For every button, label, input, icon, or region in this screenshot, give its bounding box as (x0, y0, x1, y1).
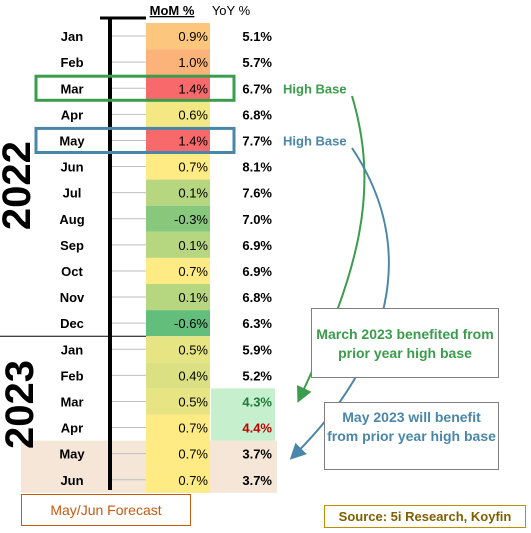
mom-value: 1.4% (178, 81, 208, 96)
source-note: Source: 5i Research, Koyfin (324, 505, 526, 528)
forecast-legend-label: May/Jun Forecast (50, 502, 162, 518)
yoy-header: YoY % (212, 3, 251, 18)
month-label: Jan (61, 29, 83, 44)
mom-cell (146, 231, 210, 258)
may-highlight-box (34, 126, 236, 154)
mom-cell (146, 153, 210, 180)
forecast-legend: May/Jun Forecast (21, 494, 191, 526)
yoy-value: 6.8% (242, 290, 272, 305)
month-label: Feb (60, 368, 83, 383)
yoy-value: 7.6% (242, 186, 272, 201)
mom-cell (146, 310, 210, 337)
mom-value: -0.3% (174, 212, 208, 227)
yoy-value: 6.9% (242, 238, 272, 253)
mom-value: 0.1% (178, 238, 208, 253)
month-label: Dec (60, 316, 84, 331)
mom-value: 0.4% (178, 368, 208, 383)
mom-value: 1.0% (178, 55, 208, 70)
year-label-2023: 2023 (0, 360, 42, 449)
yoy-value: 8.1% (242, 160, 272, 175)
mom-value: 0.5% (178, 342, 208, 357)
mom-cell (146, 284, 210, 311)
mom-cell (146, 362, 210, 389)
mom-value: 1.4% (178, 133, 208, 148)
mom-cell (146, 440, 210, 467)
yoy-value: 5.1% (242, 29, 272, 44)
mom-value: -0.6% (174, 316, 208, 331)
mom-value: 0.7% (178, 160, 208, 175)
may-callout: May 2023 will benefit from prior year hi… (324, 402, 499, 470)
month-label: Jul (63, 186, 82, 201)
mar-highlight-box (34, 74, 236, 102)
may-callout-text: May 2023 will benefit from prior year hi… (327, 409, 496, 444)
yoy-value: 6.8% (242, 107, 272, 122)
mom-value: 0.1% (178, 290, 208, 305)
mom-header: MoM % (150, 3, 195, 18)
march-callout-text: March 2023 benefited from prior year hig… (316, 326, 494, 361)
month-label: Nov (60, 290, 85, 305)
month-label: Jan (61, 342, 83, 357)
month-label: Feb (60, 55, 83, 70)
yoy-value: 7.7% (242, 133, 272, 148)
mom-cell (146, 101, 210, 128)
mom-cell (146, 466, 210, 493)
mom-cell (146, 414, 210, 441)
yoy-value: 3.7% (242, 473, 272, 488)
month-label: Apr (61, 107, 83, 122)
mom-value: 0.7% (178, 447, 208, 462)
yoy-cell-highlight (211, 388, 275, 415)
month-label: Mar (60, 81, 83, 96)
mom-cell (146, 127, 210, 154)
mom-cell (146, 336, 210, 363)
yoy-value: 7.0% (242, 212, 272, 227)
mom-cell (146, 75, 210, 102)
yoy-value: 3.7% (242, 447, 272, 462)
yoy-value: 5.9% (242, 342, 272, 357)
yoy-value: 4.4% (242, 421, 272, 436)
month-label: Jun (60, 473, 83, 488)
mar-annotation: High Base (283, 81, 347, 96)
mom-cell (146, 205, 210, 232)
yoy-value: 6.9% (242, 264, 272, 279)
yoy-value: 4.3% (242, 394, 272, 409)
may-annotation: High Base (283, 133, 347, 148)
mom-value: 0.7% (178, 421, 208, 436)
month-label: Oct (61, 264, 83, 279)
mom-cell (146, 49, 210, 76)
mom-cell (146, 388, 210, 415)
month-label: May (59, 447, 85, 462)
mom-cell (146, 23, 210, 50)
yoy-cell-highlight (211, 414, 275, 441)
source-text: Source: 5i Research, Koyfin (338, 509, 512, 524)
month-label: Sep (60, 238, 84, 253)
mom-value: 0.9% (178, 29, 208, 44)
mom-cell (146, 257, 210, 284)
mom-cell (146, 179, 210, 206)
mom-value: 0.1% (178, 186, 208, 201)
month-label: May (59, 133, 85, 148)
yoy-value: 6.3% (242, 316, 272, 331)
yoy-value: 5.2% (242, 368, 272, 383)
month-label: Apr (61, 421, 83, 436)
yoy-value: 5.7% (242, 55, 272, 70)
march-callout: March 2023 benefited from prior year hig… (311, 308, 499, 378)
mom-value: 0.5% (178, 394, 208, 409)
mom-value: 0.6% (178, 107, 208, 122)
month-label: Mar (60, 394, 83, 409)
year-label-2022: 2022 (0, 141, 39, 230)
month-label: Aug (59, 212, 84, 227)
yoy-value: 6.7% (242, 81, 272, 96)
mom-value: 0.7% (178, 473, 208, 488)
mom-value: 0.7% (178, 264, 208, 279)
month-label: Jun (60, 160, 83, 175)
